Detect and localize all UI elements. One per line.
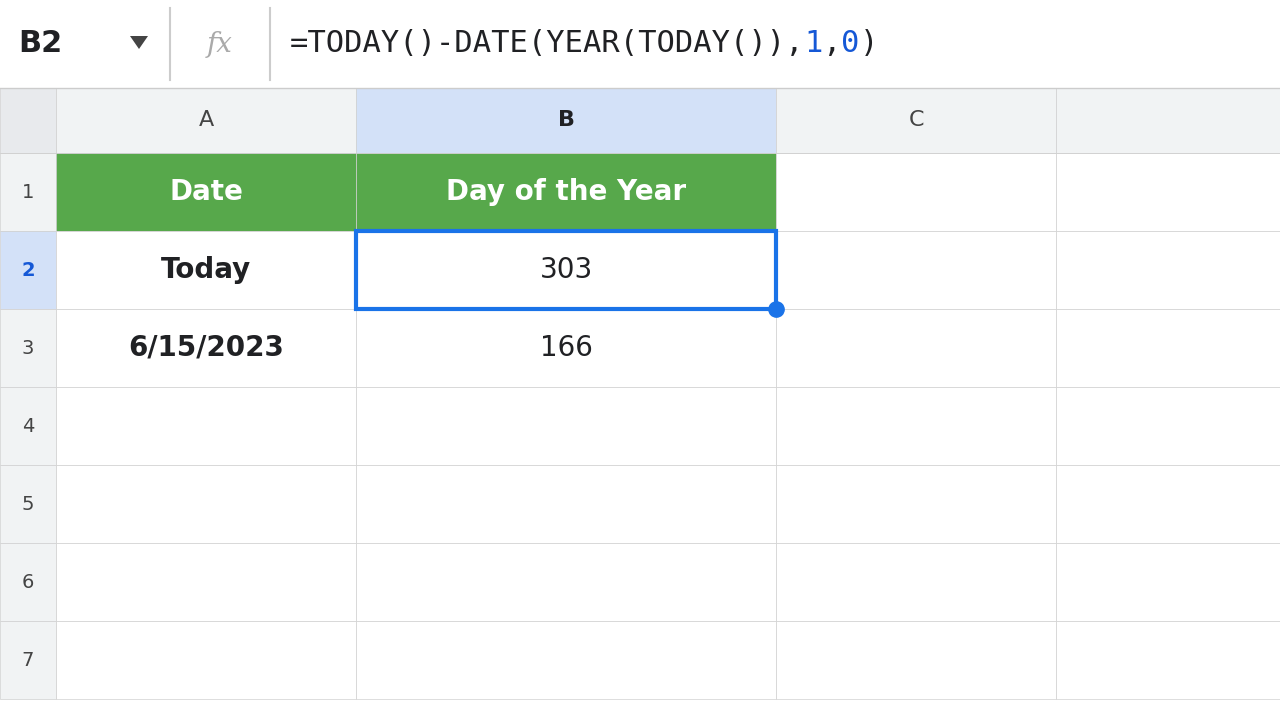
Bar — [0, 621, 56, 699]
Bar — [1056, 153, 1280, 231]
Bar — [1056, 309, 1280, 387]
Bar — [56, 543, 356, 621]
Bar — [1056, 621, 1280, 699]
Bar — [56, 153, 356, 231]
Text: 7: 7 — [22, 650, 35, 670]
Bar — [356, 231, 776, 309]
Text: 303: 303 — [539, 256, 593, 284]
Text: Date: Date — [169, 178, 243, 206]
Text: ,: , — [823, 29, 841, 59]
Bar — [0, 465, 56, 543]
Text: Day of the Year: Day of the Year — [445, 178, 686, 206]
Bar — [356, 231, 776, 309]
Bar — [776, 88, 1056, 153]
Bar — [356, 309, 776, 387]
Text: 1: 1 — [22, 183, 35, 201]
Text: 2: 2 — [22, 260, 35, 280]
Bar — [56, 309, 356, 387]
Bar — [776, 543, 1056, 621]
Text: 4: 4 — [22, 417, 35, 435]
Bar — [0, 153, 56, 231]
Bar — [56, 88, 356, 153]
Bar — [776, 231, 1056, 309]
Bar — [776, 153, 1056, 231]
Bar — [356, 88, 776, 153]
Bar — [1056, 465, 1280, 543]
Bar — [1056, 88, 1280, 153]
Bar — [1056, 387, 1280, 465]
Bar — [776, 621, 1056, 699]
Text: 5: 5 — [22, 495, 35, 513]
Bar — [356, 387, 776, 465]
Bar — [0, 387, 56, 465]
Bar — [356, 543, 776, 621]
Text: 3: 3 — [22, 338, 35, 358]
Polygon shape — [131, 36, 148, 49]
Bar — [356, 621, 776, 699]
Text: ): ) — [860, 29, 878, 59]
Bar — [356, 465, 776, 543]
Text: A: A — [198, 110, 214, 130]
Text: 6/15/2023: 6/15/2023 — [128, 334, 284, 362]
Bar — [0, 309, 56, 387]
Bar — [0, 543, 56, 621]
Text: 0: 0 — [841, 29, 860, 59]
Bar — [56, 387, 356, 465]
Bar — [56, 231, 356, 309]
Bar — [56, 621, 356, 699]
Text: 166: 166 — [540, 334, 593, 362]
Bar — [776, 309, 1056, 387]
Text: Today: Today — [161, 256, 251, 284]
Text: =TODAY()-DATE(YEAR(TODAY()),: =TODAY()-DATE(YEAR(TODAY()), — [291, 29, 805, 59]
Bar — [56, 465, 356, 543]
Text: C: C — [909, 110, 924, 130]
Bar — [0, 231, 56, 309]
Bar — [776, 465, 1056, 543]
Bar — [0, 88, 56, 153]
Text: B2: B2 — [18, 29, 63, 59]
Bar — [356, 153, 776, 231]
Bar — [776, 387, 1056, 465]
Bar — [0, 0, 1280, 88]
Bar — [1056, 543, 1280, 621]
Text: B: B — [558, 110, 575, 130]
Text: fx: fx — [207, 31, 233, 57]
Text: 6: 6 — [22, 572, 35, 592]
Bar — [1056, 231, 1280, 309]
Text: 1: 1 — [805, 29, 823, 59]
